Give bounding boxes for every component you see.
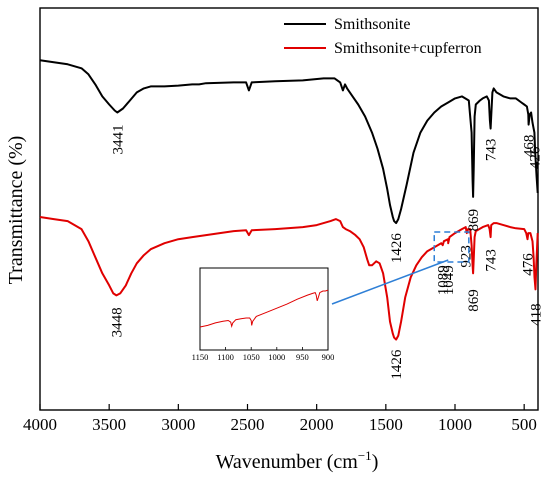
peak-label: 468 xyxy=(522,135,538,158)
inset-tick-label: 1050 xyxy=(243,352,260,362)
peak-label: 1426 xyxy=(389,349,405,380)
peak-label: 1049 xyxy=(441,265,457,295)
series-line-0 xyxy=(39,59,539,225)
x-tick-label: 1500 xyxy=(369,415,403,434)
peak-label: 743 xyxy=(484,249,500,272)
x-tick-label: 3500 xyxy=(92,415,126,434)
inset-plot: 1150 1100 1050 1000 950 900 xyxy=(192,267,335,362)
zoom-rect xyxy=(433,231,470,263)
peak-label: 3448 xyxy=(109,307,125,337)
peak-label: 476 xyxy=(521,253,537,276)
legend-label-smithsonite: Smithsonite xyxy=(334,16,410,33)
plot-border xyxy=(39,7,539,411)
peak-label: 869 xyxy=(466,209,482,232)
peak-label: 923 xyxy=(459,245,475,268)
y-axis-title: Transmittance (%) xyxy=(5,136,27,285)
inset-border xyxy=(199,267,329,351)
x-tick-label: 2500 xyxy=(231,415,265,434)
peak-label: 418 xyxy=(529,303,545,326)
inset-tick-label: 1150 xyxy=(192,352,209,362)
peak-label: 1089 xyxy=(436,265,452,295)
x-tick-label: 500 xyxy=(511,415,537,434)
x-tick-label: 3000 xyxy=(161,415,195,434)
inset-series-line xyxy=(199,289,329,329)
zoom-connector xyxy=(331,259,449,305)
series-layer xyxy=(39,59,539,341)
series-line-1 xyxy=(39,216,539,341)
x-axis-title: Wavenumber (cm−1) xyxy=(216,448,379,473)
inset-tick-label: 1000 xyxy=(268,352,285,362)
x-axis-title-main: Wavenumber (cm xyxy=(216,451,359,473)
inset-tick-label: 1100 xyxy=(217,352,234,362)
inset-tick-label: 900 xyxy=(322,352,335,362)
peak-label: 3441 xyxy=(110,125,126,155)
zoom-region-box xyxy=(331,231,470,305)
peak-label: 869 xyxy=(466,289,482,312)
legend: Smithsonite Smithsonite+cupferron xyxy=(284,16,482,57)
x-tick-label: 2000 xyxy=(300,415,334,434)
peak-label: 426 xyxy=(527,146,543,169)
x-axis-title-close: ) xyxy=(372,451,379,473)
x-axis: 4000 3500 3000 2500 2000 1500 1000 500 xyxy=(23,404,537,434)
peak-label: 743 xyxy=(484,139,500,162)
legend-label-smithsonite-cupferron: Smithsonite+cupferron xyxy=(334,40,482,57)
inset-tick-label: 950 xyxy=(296,352,309,362)
x-tick-label: 1000 xyxy=(438,415,472,434)
x-axis-title-unit-exp: −1 xyxy=(358,448,372,463)
x-tick-label: 4000 xyxy=(23,415,57,434)
peak-label: 1426 xyxy=(389,233,405,264)
plot-frame xyxy=(39,7,539,411)
